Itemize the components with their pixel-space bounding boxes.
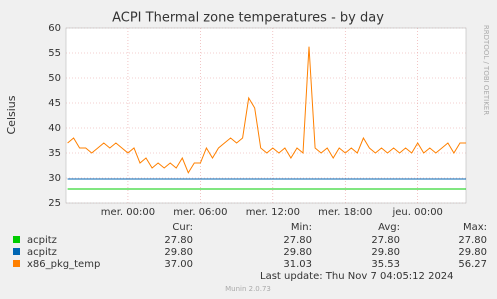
legend-value: 29.80 [164,247,193,258]
y-tick-label: 45 [48,98,61,109]
y-tick-label: 60 [48,23,61,34]
legend-value: 29.80 [283,247,312,258]
legend-header: Cur: [172,222,193,233]
legend-value: 35.53 [371,259,400,270]
legend-value: 56.27 [458,259,487,270]
legend-value: 27.80 [283,235,312,246]
legend-value: 29.80 [371,247,400,258]
legend-swatch [13,260,20,267]
y-tick-label: 50 [48,73,61,84]
y-tick-label: 25 [48,198,61,209]
legend-value: 27.80 [458,235,487,246]
y-axis-label: Celsius [5,95,18,134]
plot-area [66,28,466,203]
y-tick-label: 30 [48,173,61,184]
chart-title: ACPI Thermal zone temperatures - by day [112,11,384,26]
legend-label: acpitz [27,235,57,246]
legend-swatch [13,236,20,243]
legend-value: 27.80 [164,235,193,246]
y-tick-label: 55 [48,48,61,59]
series-line [67,46,466,174]
legend-value: 29.80 [458,247,487,258]
legend-header: Avg: [378,222,400,233]
legend-value: 27.80 [371,235,400,246]
last-update: Last update: Thu Nov 7 04:05:12 2024 [260,271,454,282]
legend-value: 31.03 [283,259,312,270]
legend-value: 37.00 [164,259,193,270]
legend-label: acpitz [27,247,57,258]
x-tick-label: mer. 12:00 [246,207,300,218]
legend-label: x86_pkg_temp [27,259,100,270]
x-tick-label: mer. 18:00 [318,207,372,218]
y-tick-label: 35 [48,148,61,159]
x-tick-label: jeu. 00:00 [391,207,442,218]
x-tick-label: mer. 00:00 [101,207,155,218]
footer: Munin 2.0.73 [225,285,271,293]
legend-header: Max: [463,222,487,233]
side-label: RRDTOOL / TOBI OETIKER [482,25,490,115]
plot-border [65,27,467,204]
legend-header: Min: [291,222,312,233]
x-tick-label: mer. 06:00 [173,207,227,218]
y-tick-label: 40 [48,123,61,134]
legend-swatch [13,248,20,255]
